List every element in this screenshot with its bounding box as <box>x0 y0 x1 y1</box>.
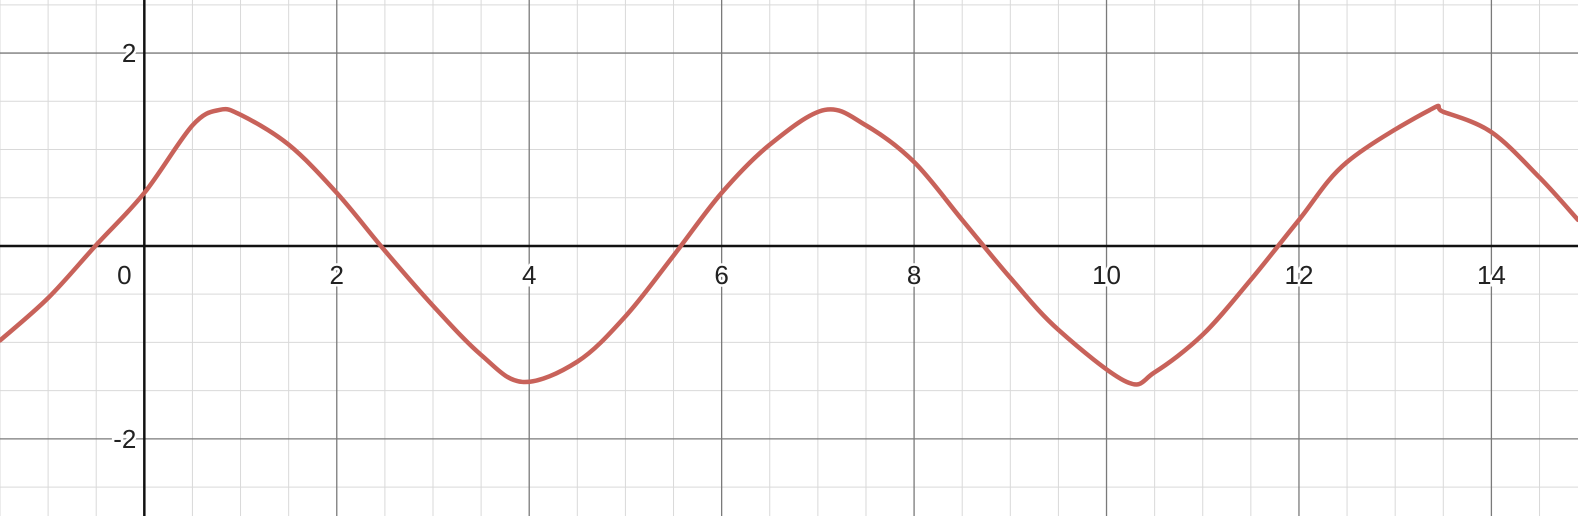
tick-labels: 0 2 4 6 8 10 12 14 2 -2 <box>111 36 1509 457</box>
x-tick-label: 2 <box>330 260 344 290</box>
x-tick-label: 6 <box>714 260 728 290</box>
x-tick-label: 4 <box>522 260 536 290</box>
y-tick-label: 2 <box>122 38 136 68</box>
y-tick-label: -2 <box>113 424 136 454</box>
x-tick-label: 8 <box>907 260 921 290</box>
x-tick-label: 10 <box>1092 260 1121 290</box>
plot-curves <box>0 103 1578 387</box>
x-tick-label: 14 <box>1477 260 1506 290</box>
series-curve <box>0 103 1578 387</box>
x-tick-label: 12 <box>1285 260 1314 290</box>
x-tick-label: 0 <box>117 260 131 290</box>
